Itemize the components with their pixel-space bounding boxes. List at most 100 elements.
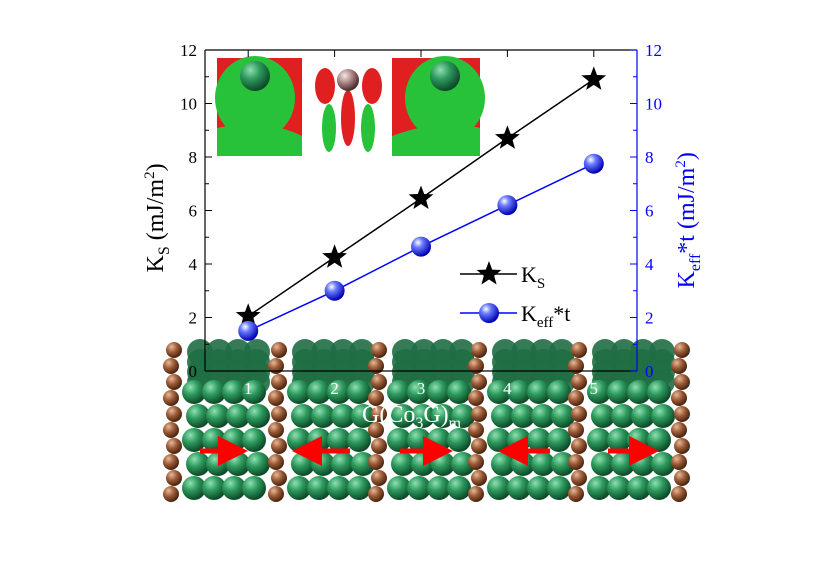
cobalt-atom — [587, 428, 611, 452]
gadolinium-atom — [166, 342, 182, 358]
gadolinium-atom — [471, 406, 487, 422]
cobalt-atom — [491, 404, 515, 428]
data-point-sphere — [583, 153, 604, 174]
gadolinium-atom — [371, 470, 387, 486]
gadolinium-atom — [166, 374, 182, 390]
gadolinium-atom — [674, 406, 690, 422]
cobalt-atom — [547, 380, 571, 404]
x-tick-label: 1 — [244, 379, 253, 398]
cobalt-atom — [186, 404, 210, 428]
cobalt-atom — [627, 380, 651, 404]
cobalt-atom — [447, 428, 471, 452]
gadolinium-atom — [568, 390, 584, 406]
gadolinium-atom — [674, 374, 690, 390]
gadolinium-atom — [271, 342, 287, 358]
cobalt-atom — [447, 380, 471, 404]
gadolinium-atom — [571, 470, 587, 486]
cobalt-atom — [531, 452, 555, 476]
y-tick-label-left: 12 — [180, 41, 197, 60]
density-lobe-red — [362, 68, 382, 104]
gadolinium-atom — [568, 358, 584, 374]
cobalt-atom — [447, 476, 471, 500]
cobalt-atom — [182, 476, 206, 500]
y-axis-label-right: Keff*t (mJ/m2) — [673, 152, 704, 288]
data-point-sphere — [324, 280, 345, 301]
cobalt-atom — [631, 404, 655, 428]
density-lobe-green — [217, 124, 302, 156]
y-tick-label-left: 8 — [189, 148, 198, 167]
legend-label-1: Keff*t — [521, 301, 570, 331]
cobalt-atom — [291, 404, 315, 428]
gadolinium-atom — [571, 406, 587, 422]
gadolinium-atom — [268, 454, 284, 470]
gadolinium-atom — [471, 342, 487, 358]
gadolinium-atom — [468, 422, 484, 438]
y-tick-label-right: 10 — [645, 95, 662, 114]
cobalt-atom — [242, 380, 266, 404]
legend-label-0: KS — [521, 262, 545, 292]
cobalt-atom — [186, 452, 210, 476]
gadolinium-atom — [471, 470, 487, 486]
cobalt-atom — [287, 380, 311, 404]
y-tick-label-right: 4 — [645, 255, 654, 274]
gadolinium-atom — [166, 470, 182, 486]
y-tick-label-right: 6 — [645, 202, 654, 221]
cobalt-atom — [327, 476, 351, 500]
cobalt-atom — [531, 404, 555, 428]
gadolinium-atom — [271, 406, 287, 422]
gadolinium-atom — [671, 422, 687, 438]
y-tick-label-left: 0 — [189, 362, 198, 381]
cobalt-atom — [226, 404, 250, 428]
charge-density-inset — [215, 56, 485, 156]
cobalt-atom — [311, 404, 335, 428]
density-lobe-green — [405, 56, 485, 140]
cobalt-atom — [307, 476, 331, 500]
y-tick-label-left: 2 — [189, 309, 198, 328]
data-point-star — [495, 125, 520, 149]
gadolinium-atom — [568, 454, 584, 470]
series-layer — [235, 66, 607, 341]
density-lobe-green — [322, 104, 336, 152]
inset-atom-right — [430, 61, 460, 91]
gadolinium-atom — [471, 438, 487, 454]
cobalt-atom — [651, 404, 675, 428]
gadolinium-atom — [268, 422, 284, 438]
x-tick-label: 3 — [417, 379, 426, 398]
cobalt-atom — [431, 404, 455, 428]
cobalt-atom — [451, 404, 475, 428]
density-lobe-red — [315, 68, 335, 104]
gadolinium-atom — [671, 390, 687, 406]
gadolinium-atom — [671, 358, 687, 374]
data-point-star — [322, 244, 347, 268]
cobalt-atom — [202, 380, 226, 404]
gadolinium-atom — [371, 406, 387, 422]
y-tick-label-left: 4 — [189, 255, 198, 274]
cobalt-atom — [507, 476, 531, 500]
x-tick-label: 2 — [330, 379, 339, 398]
legend: KS Keff*t — [460, 261, 570, 331]
density-lobe-red — [341, 90, 355, 146]
cobalt-atom — [202, 476, 226, 500]
cobalt-atom — [206, 404, 230, 428]
gadolinium-atom — [166, 438, 182, 454]
cobalt-atom — [246, 404, 270, 428]
cobalt-atom — [647, 380, 671, 404]
cobalt-atom — [387, 380, 411, 404]
cobalt-atom — [591, 404, 615, 428]
cobalt-atom — [182, 380, 206, 404]
cobalt-atom — [607, 428, 631, 452]
gadolinium-atom — [268, 358, 284, 374]
density-lobe-green — [361, 104, 375, 152]
cobalt-atom — [551, 452, 575, 476]
cobalt-atom — [407, 476, 431, 500]
cobalt-atom — [487, 476, 511, 500]
cobalt-atom — [182, 428, 206, 452]
x-axis-label: G(Co3G)m — [362, 402, 462, 432]
gadolinium-atom — [371, 438, 387, 454]
y-tick-label-left: 6 — [189, 202, 198, 221]
cobalt-atom — [647, 428, 671, 452]
cobalt-atom — [547, 428, 571, 452]
inset-atom-center — [337, 69, 359, 91]
cobalt-atom — [347, 476, 371, 500]
gadolinium-atom — [468, 390, 484, 406]
